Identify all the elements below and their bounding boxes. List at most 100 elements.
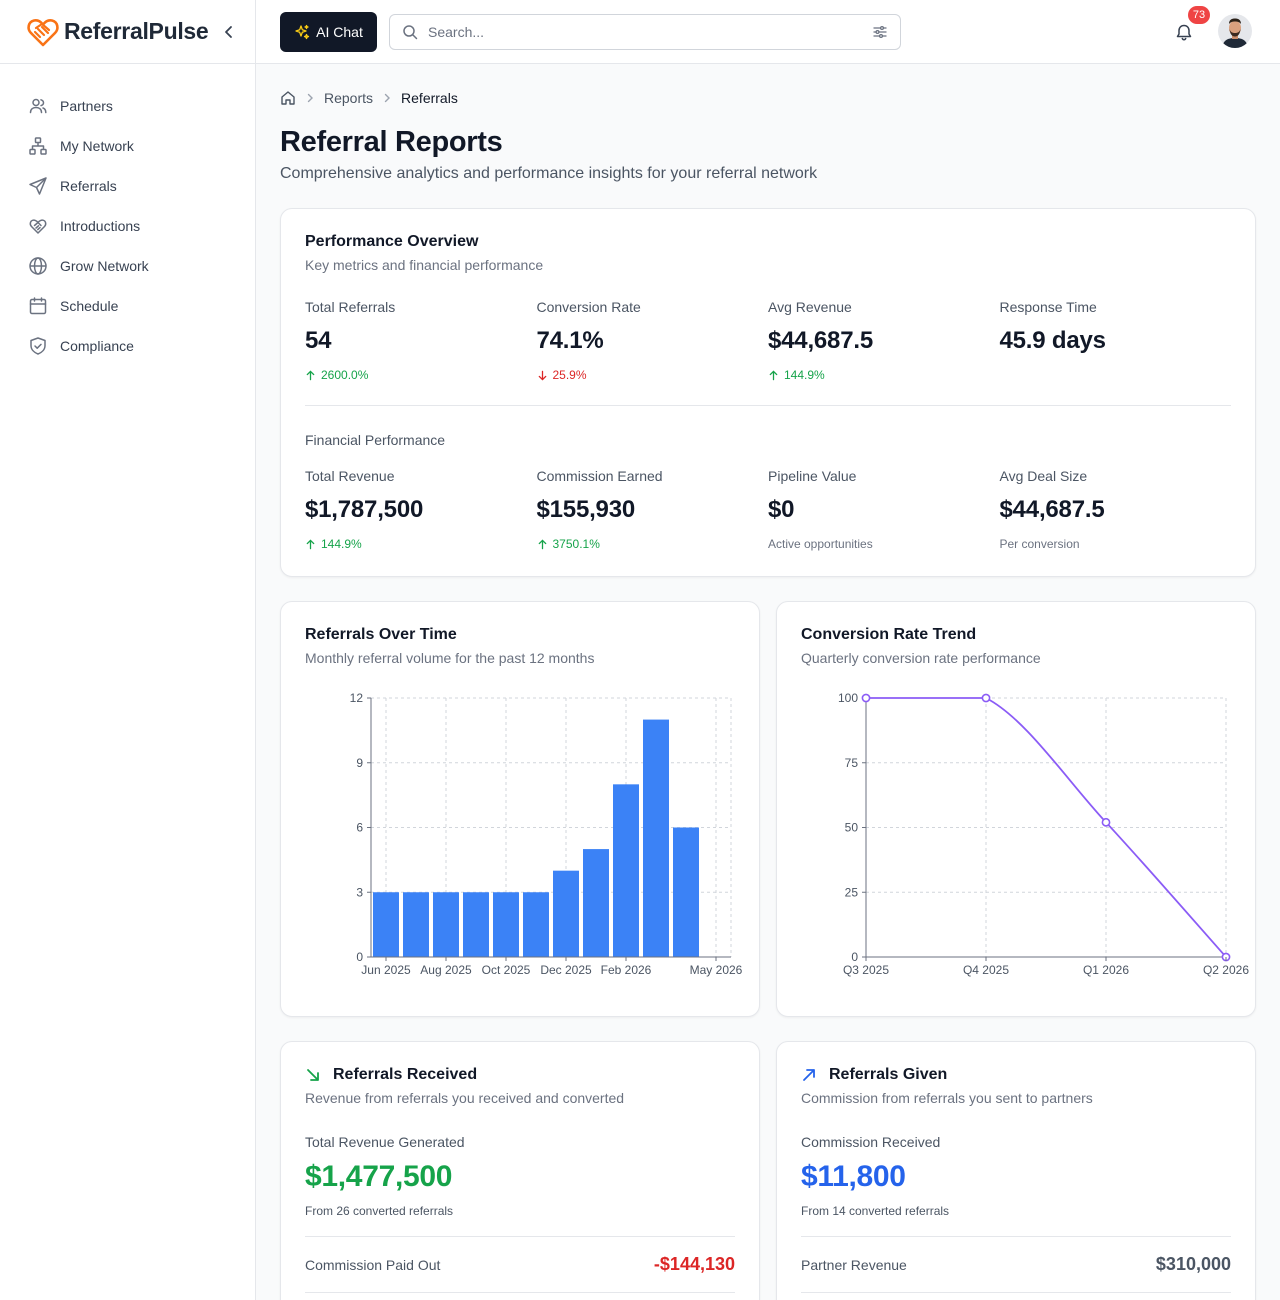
bar — [613, 784, 639, 957]
y-tick-label: 6 — [356, 821, 363, 835]
total-revenue-value: $1,477,500 — [305, 1160, 453, 1193]
bar — [583, 849, 609, 957]
sidebar-item-label: Partners — [60, 98, 113, 114]
sidebar-item-referrals[interactable]: Referrals — [0, 166, 255, 206]
page-title: Referral Reports — [280, 126, 503, 158]
notifications-bell-icon[interactable] — [1174, 22, 1194, 42]
metric-value: 54 — [305, 327, 332, 354]
metric-note: Active opportunities — [768, 537, 873, 551]
metric-change: 144.9% — [305, 537, 537, 551]
metric-conversion-rate: Conversion Rate 74.1% 25.9% — [537, 299, 769, 382]
ai-chat-label: AI Chat — [316, 24, 363, 40]
sidebar-item-label: Schedule — [60, 298, 119, 314]
card-title: Referrals Over Time — [305, 626, 457, 643]
card-subtitle: Commission from referrals you sent to pa… — [801, 1090, 1093, 1106]
card-subtitle: Key metrics and financial performance — [305, 257, 544, 273]
x-tick-label: Dec 2025 — [540, 963, 592, 977]
sidebar-nav: Partners My Network Referrals Introducti… — [0, 64, 255, 366]
partner-revenue-row: Partner Revenue $310,000 — [801, 1237, 1231, 1293]
page-subtitle: Comprehensive analytics and performance … — [280, 165, 818, 182]
sidebar-item-introductions[interactable]: Introductions — [0, 206, 255, 246]
metric-change: 144.9% — [768, 368, 1000, 382]
metric-label: Total Referrals — [305, 299, 396, 315]
metric-commission-earned: Commission Earned $155,930 3750.1% — [537, 468, 769, 551]
shield-icon — [28, 336, 48, 356]
metric-label: Total Revenue — [305, 468, 395, 484]
y-tick-label: 12 — [350, 691, 364, 705]
divider — [305, 1236, 735, 1237]
row-label: Partner Revenue — [801, 1256, 907, 1273]
metric-change: 2600.0% — [305, 368, 537, 382]
y-tick-label: 25 — [845, 885, 859, 899]
breadcrumb: Reports Referrals — [280, 88, 1256, 108]
search-input[interactable] — [428, 24, 872, 40]
sidebar-item-partners[interactable]: Partners — [0, 86, 255, 126]
y-tick-label: 0 — [851, 950, 858, 964]
arrow-up-icon — [537, 538, 548, 550]
metric-total-referrals: Total Referrals 54 2600.0% — [305, 299, 537, 382]
collapse-sidebar-button[interactable] — [219, 22, 239, 42]
metric-label: Avg Revenue — [768, 299, 852, 315]
brand-name: ReferralPulse — [64, 18, 209, 44]
y-tick-label: 9 — [356, 756, 363, 770]
home-icon[interactable] — [280, 90, 296, 106]
x-tick-label: Q4 2025 — [963, 963, 1009, 977]
conversion-rate-trend-card: 0 25 50 75 100 Q3 2025 Q4 2025 Q1 2026 Q2 2026 C… — [776, 601, 1256, 1017]
handshake-icon — [28, 216, 48, 236]
arrow-down-right-icon — [305, 1067, 321, 1083]
series-line — [865, 697, 1227, 958]
x-tick-label: Q2 2026 — [1203, 963, 1249, 977]
metric-change: 25.9% — [537, 368, 769, 382]
calendar-icon — [28, 296, 48, 316]
card-title: Referrals Given — [829, 1066, 948, 1083]
chevron-right-icon — [304, 92, 316, 104]
sidebar-item-grow-network[interactable]: Grow Network — [0, 246, 255, 286]
filter-sliders-icon[interactable] — [872, 24, 888, 40]
metric-value: $1,787,500 — [305, 496, 424, 523]
send-icon — [28, 176, 48, 196]
conversion-rate-trend-chart: 0 25 50 75 100 Q3 2025 Q4 2025 Q1 2026 Q2 2026 — [838, 691, 1249, 977]
metric-avg-revenue: Avg Revenue $44,687.5 144.9% — [768, 299, 1000, 382]
x-tick-label: Q1 2026 — [1083, 963, 1129, 977]
metric-note: Per conversion — [999, 537, 1080, 551]
metric-pipeline-value: Pipeline Value $0 Active opportunities — [768, 468, 1000, 551]
divider — [801, 1236, 1231, 1237]
metric-change-value: 2600.0% — [321, 368, 369, 382]
bar — [463, 892, 489, 957]
data-point — [981, 693, 991, 703]
arrow-up-right-icon — [801, 1067, 817, 1083]
referrals-given-card: Referrals Given Commission from referral… — [776, 1041, 1256, 1300]
referrals-received-card: Referrals Received Revenue from referral… — [280, 1041, 760, 1300]
topbar: AI Chat 73 — [256, 0, 1280, 64]
search-bar — [389, 14, 901, 50]
sidebar-item-compliance[interactable]: Compliance — [0, 326, 255, 366]
financial-metrics-row: Total Revenue $1,787,500 144.9% Commissi… — [305, 468, 1231, 551]
bar — [403, 892, 429, 957]
bar — [643, 719, 669, 957]
arrow-up-icon — [768, 369, 779, 381]
card-subtitle: Revenue from referrals you received and … — [305, 1090, 625, 1106]
y-tick-label: 50 — [845, 821, 859, 835]
arrow-up-icon — [305, 369, 316, 381]
search-icon — [402, 24, 418, 40]
key-metrics-row: Total Referrals 54 2600.0% Conversion Ra… — [305, 299, 1231, 382]
x-tick-label: Oct 2025 — [482, 963, 531, 977]
user-avatar[interactable] — [1218, 14, 1252, 48]
bar — [433, 892, 459, 957]
converted-referrals-note: From 14 converted referrals — [801, 1204, 950, 1218]
x-tick-label: May 2026 — [690, 963, 743, 977]
sidebar-item-my-network[interactable]: My Network — [0, 126, 255, 166]
commission-received-value: $11,800 — [801, 1160, 906, 1193]
sidebar: ReferralPulse Partners My Network Referr… — [0, 0, 256, 1300]
metric-value: 74.1% — [536, 327, 604, 354]
sidebar-item-schedule[interactable]: Schedule — [0, 286, 255, 326]
chevron-right-icon — [381, 92, 393, 104]
metric-total-revenue: Total Revenue $1,787,500 144.9% — [305, 468, 537, 551]
sidebar-item-label: Compliance — [60, 338, 134, 354]
ai-chat-button[interactable]: AI Chat — [280, 12, 377, 52]
breadcrumb-reports-link[interactable]: Reports — [324, 90, 374, 106]
card-subtitle: Monthly referral volume for the past 12 … — [305, 650, 595, 666]
metric-label: Avg Deal Size — [999, 468, 1088, 484]
card-subtitle: Quarterly conversion rate performance — [801, 650, 1041, 666]
sidebar-item-label: Introductions — [60, 218, 141, 234]
